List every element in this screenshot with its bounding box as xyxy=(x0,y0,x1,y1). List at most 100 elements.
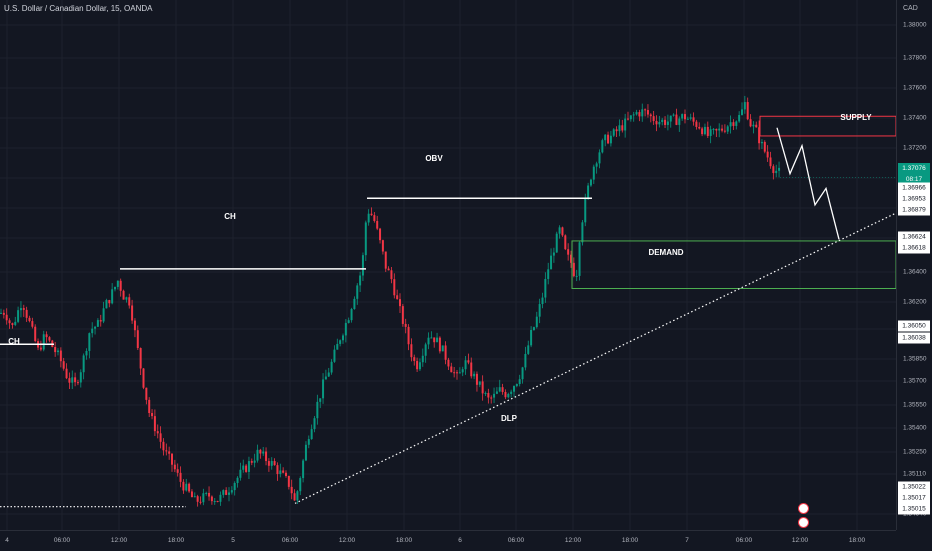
time-tick-label: 12:00 xyxy=(338,537,356,544)
candle-body xyxy=(5,314,8,321)
candle-body xyxy=(715,128,718,131)
candle-body xyxy=(461,369,464,373)
candle-body xyxy=(501,387,504,392)
candle-body xyxy=(624,118,627,131)
candle-body xyxy=(538,304,541,317)
candle-body xyxy=(259,449,262,454)
candle-body xyxy=(151,413,154,417)
time-scale[interactable] xyxy=(0,530,896,551)
candle-body xyxy=(470,362,473,377)
candle-body xyxy=(484,392,487,394)
time-tick-label: 18:00 xyxy=(395,537,413,544)
time-tick-label: 12:00 xyxy=(110,537,128,544)
candle-body xyxy=(59,350,62,362)
candle-body xyxy=(213,500,216,502)
candle-body xyxy=(11,323,14,325)
candle-body xyxy=(589,179,592,186)
candle-body xyxy=(686,118,689,120)
time-tick-label: 18:00 xyxy=(848,537,866,544)
candle-body xyxy=(57,350,59,353)
event-flag-icon[interactable] xyxy=(798,517,809,528)
price-tick-label: 1.35850 xyxy=(903,355,927,363)
candle-body xyxy=(270,461,273,466)
candle-body xyxy=(672,114,675,116)
time-tick-label: 5 xyxy=(231,537,235,544)
candle-body xyxy=(464,360,467,370)
candle-body xyxy=(399,299,401,307)
price-tick-label: 1.35400 xyxy=(903,424,927,432)
ch-label-mid: CH xyxy=(224,212,236,221)
candle-body xyxy=(88,333,91,351)
candle-body xyxy=(444,345,447,360)
candle-body xyxy=(535,316,538,328)
price-marker-badge: 1.35022 xyxy=(898,481,930,493)
candle-body xyxy=(193,496,196,498)
candle-body xyxy=(666,121,669,125)
candle-body xyxy=(273,461,276,466)
price-scale[interactable] xyxy=(896,0,932,530)
candle-body xyxy=(456,372,458,374)
candle-body xyxy=(567,249,570,255)
candle-body xyxy=(296,491,299,501)
candle-body xyxy=(373,215,376,221)
candle-body xyxy=(316,401,319,419)
candle-body xyxy=(279,470,282,475)
candle-body xyxy=(350,309,353,321)
symbol-title[interactable]: U.S. Dollar / Canadian Dollar, 15, OANDA xyxy=(4,4,153,13)
price-marker-badge: 1.35017 xyxy=(898,492,930,504)
candle-body xyxy=(575,275,578,277)
candle-body xyxy=(228,492,230,495)
candle-body xyxy=(384,251,387,269)
candle-body xyxy=(413,357,416,361)
candle-body xyxy=(327,372,330,377)
candle-body xyxy=(14,321,17,325)
candle-body xyxy=(25,309,28,318)
candle-body xyxy=(91,328,94,334)
candle-body xyxy=(410,344,413,358)
candle-body xyxy=(205,492,208,494)
candle-body xyxy=(367,213,370,223)
candle-body xyxy=(245,465,248,472)
candle-body xyxy=(592,166,595,180)
currency-label: CAD xyxy=(903,5,918,12)
candle-body xyxy=(581,222,584,243)
price-marker-badge: 1.36038 xyxy=(898,332,930,344)
time-tick-label: 06:00 xyxy=(507,537,525,544)
candle-body xyxy=(527,345,530,354)
candle-body xyxy=(598,152,601,164)
candle-body xyxy=(116,280,119,287)
candle-body xyxy=(416,360,419,370)
candle-body xyxy=(404,323,407,327)
candle-body xyxy=(76,382,79,384)
candle-body xyxy=(547,269,550,279)
candle-body xyxy=(766,151,769,158)
candle-body xyxy=(256,449,259,461)
time-tick-label: 06:00 xyxy=(735,537,753,544)
candle-body xyxy=(430,337,433,339)
candle-body xyxy=(532,327,535,331)
candle-body xyxy=(222,490,225,495)
candle-body xyxy=(171,453,173,465)
candle-body xyxy=(179,472,182,482)
candle-series xyxy=(0,95,781,507)
supply-label: SUPPLY xyxy=(840,113,872,122)
candle-body xyxy=(763,141,766,152)
candle-body xyxy=(769,157,772,167)
candle-body xyxy=(738,114,741,122)
candle-body xyxy=(199,501,202,503)
candle-body xyxy=(2,312,5,315)
candle-body xyxy=(131,305,134,321)
candle-body xyxy=(319,398,322,402)
candle-body xyxy=(487,392,490,398)
candle-body xyxy=(17,310,20,322)
candle-body xyxy=(755,124,758,128)
candle-body xyxy=(612,129,615,136)
candle-body xyxy=(190,491,193,498)
candle-body xyxy=(550,255,553,270)
candle-body xyxy=(128,297,131,306)
candle-body xyxy=(142,368,145,388)
candle-body xyxy=(498,387,501,392)
event-flag-icon[interactable] xyxy=(798,503,809,514)
candle-body xyxy=(772,166,775,174)
